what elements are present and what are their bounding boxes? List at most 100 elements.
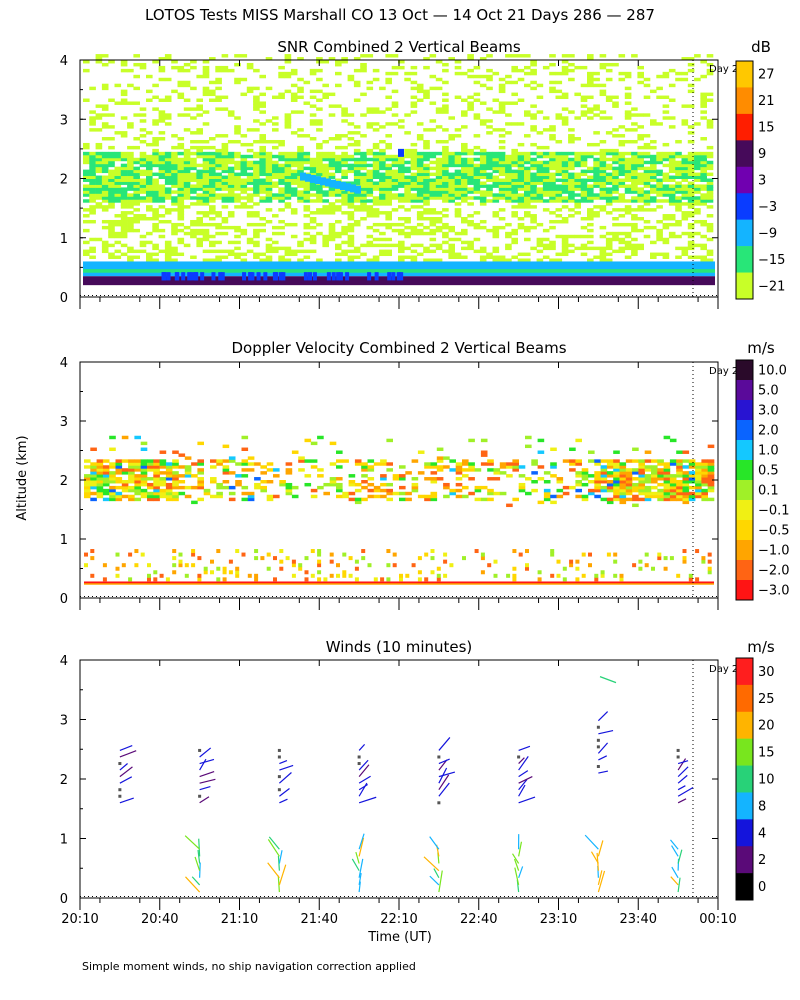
doppler-cell	[575, 482, 582, 487]
snr-cell	[341, 252, 348, 257]
snr-cell	[694, 255, 701, 259]
snr-cell	[290, 178, 298, 182]
snr-cell	[309, 122, 317, 126]
snr-cell	[202, 258, 210, 262]
doppler-cell	[90, 485, 97, 490]
snr-cell	[473, 190, 481, 194]
snr-cell	[410, 142, 418, 147]
doppler-cell	[424, 462, 431, 466]
colorbar-swatch	[736, 684, 753, 713]
colorbar-label: −15	[758, 253, 785, 268]
doppler-speckle	[254, 549, 259, 554]
snr-cell	[423, 95, 430, 100]
snr-cell	[442, 157, 449, 162]
doppler-cell	[241, 491, 249, 496]
snr-cell	[435, 169, 443, 174]
snr-cell	[114, 131, 122, 135]
snr-cell	[152, 163, 159, 168]
doppler-cell	[115, 468, 123, 472]
snr-cell	[101, 104, 109, 108]
snr-cell	[379, 157, 386, 162]
snr-cell	[328, 222, 336, 227]
colorbar-swatch	[736, 765, 753, 793]
snr-cell	[530, 178, 537, 182]
snr-cell	[83, 145, 90, 150]
snr-cell	[612, 134, 619, 138]
snr-cell	[536, 249, 544, 254]
x-tick-label: 21:10	[221, 912, 258, 927]
doppler-cell	[619, 468, 627, 472]
snr-cell	[618, 77, 626, 82]
doppler-cell	[235, 480, 242, 484]
snr-cell	[227, 225, 235, 230]
doppler-cell	[140, 459, 148, 463]
snr-cell	[347, 77, 355, 82]
snr-cell	[599, 249, 607, 254]
doppler-speckle	[140, 552, 145, 557]
doppler-cell	[260, 465, 267, 469]
snr-cell	[448, 137, 455, 141]
snr-cell	[120, 151, 128, 156]
snr-cell	[335, 208, 342, 212]
doppler-cell	[172, 482, 179, 487]
doppler-cell	[361, 485, 368, 490]
snr-cell	[240, 202, 248, 206]
snr-cell	[190, 222, 197, 227]
snr-cell	[517, 184, 525, 188]
snr-cell	[687, 234, 695, 239]
wind-barb	[518, 776, 533, 784]
snr-cell	[568, 110, 575, 114]
snr-cell	[209, 92, 216, 97]
snr-cell	[700, 110, 707, 114]
wind-barb	[267, 839, 280, 857]
snr-cell	[461, 217, 468, 221]
doppler-cell	[430, 480, 438, 484]
snr-cell	[637, 208, 644, 212]
doppler-cell	[128, 477, 135, 481]
doppler-cell	[462, 485, 469, 490]
snr-cell	[536, 181, 544, 185]
snr-cell	[593, 77, 600, 82]
snr-cell	[568, 187, 575, 191]
wind-barb	[597, 870, 603, 886]
snr-cell	[486, 252, 493, 257]
doppler-speckle	[216, 566, 221, 571]
snr-cell	[650, 122, 657, 126]
doppler-cell	[588, 474, 595, 478]
doppler-cell	[241, 435, 249, 440]
snr-cell	[599, 193, 607, 197]
snr-cell	[316, 199, 323, 203]
snr-cell	[196, 74, 203, 79]
snr-cell	[372, 163, 380, 168]
snr-cell	[416, 151, 424, 156]
doppler-cell	[304, 438, 312, 443]
snr-cell	[473, 169, 481, 174]
snr-cell	[328, 166, 336, 171]
snr-cell	[555, 166, 563, 171]
snr-cell	[278, 258, 285, 262]
snr-cell	[158, 163, 166, 168]
wind-barb	[677, 758, 687, 771]
snr-cell	[322, 234, 329, 239]
snr-cell	[580, 225, 588, 230]
snr-cell	[536, 187, 544, 191]
snr-cell	[265, 57, 273, 61]
snr-cell	[353, 169, 361, 174]
snr-cell	[486, 119, 493, 123]
doppler-cell	[216, 482, 223, 487]
snr-cell	[183, 80, 191, 85]
snr-cell	[498, 172, 506, 177]
snr-cell	[643, 190, 651, 194]
doppler-cell	[701, 497, 708, 502]
snr-cell	[209, 184, 216, 188]
snr-cell	[568, 151, 575, 156]
snr-cell	[385, 211, 392, 215]
wind-barb	[119, 745, 133, 751]
doppler-cell	[165, 465, 173, 469]
snr-cell	[290, 83, 298, 88]
doppler-speckle	[405, 573, 410, 578]
snr-cell	[297, 128, 304, 132]
wind-barb	[199, 758, 215, 765]
doppler-cell	[462, 462, 469, 466]
snr-cell	[253, 101, 260, 105]
